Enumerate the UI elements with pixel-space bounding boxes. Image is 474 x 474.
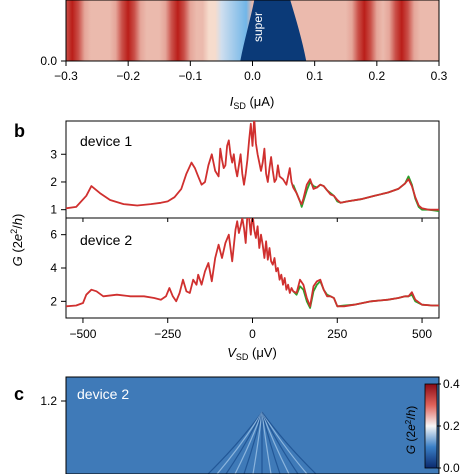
panel-c-colorbar-tick-label: 0.0 [443, 461, 460, 474]
panel-b-top-y-tick-label: 3 [50, 147, 57, 161]
panel-c-colorbar-label: G (2e2/h) [404, 406, 418, 455]
panel-b-bottom-y-tick-label: 2 [50, 294, 57, 308]
panel-c-feature-line [261, 411, 317, 474]
panel-a-x-tick-label: −0.3 [54, 69, 78, 83]
panel-a-y-tick-label: 0.0 [40, 54, 57, 68]
panel-c-colorbar-tick-label: 0.2 [443, 419, 460, 433]
panel-c-colorbar-tick-label: 0.4 [443, 377, 460, 391]
panel-c-feature-line [234, 411, 263, 474]
panel-b-bottom-device-label: device 2 [80, 232, 132, 248]
panel-c-feature-line [243, 411, 263, 474]
panel-c-feature-line [216, 411, 263, 474]
panel-a-x-ticks: −0.3 −0.2 −0.1 0.0 0.1 0.2 0.3 [54, 61, 448, 83]
panel-b-top-y-tick-label: 1 [50, 203, 57, 217]
panel-b-x-tick-label: −250 [154, 327, 181, 341]
panel-c-feature-line [225, 411, 263, 474]
panel-b-x-tick-label: −500 [69, 327, 96, 341]
panel-a-x-axis-label: ISD (μA) [230, 94, 275, 111]
panel-b-x-ticks: −500 −250 0 250 500 [69, 218, 432, 341]
panel-b-bottom-measured-line [66, 218, 439, 308]
panel-c-feature-line [252, 411, 263, 474]
panel-b-bottom-y-tick-label: 4 [50, 261, 57, 275]
panel-b-top-series [66, 121, 439, 212]
panel-a: super −0.3 −0.2 −0.1 0.0 0.1 0.2 0.3 0.0 ISD (… [40, 0, 448, 111]
panel-a-x-tick-label: 0.1 [306, 69, 323, 83]
panel-b: b device 1 device 2 1 2 3 2 4 6 −500 −250 0 250… [9, 120, 440, 362]
panel-b-bottom-series [66, 218, 439, 309]
panel-a-x-tick-label: 0.2 [368, 69, 385, 83]
panel-c-y-tick-label: 1.2 [40, 394, 57, 408]
panel-b-top-y-tick-label: 2 [50, 175, 57, 189]
panel-a-x-tick-label: −0.1 [178, 69, 202, 83]
panel-b-top-fit-line [292, 175, 439, 212]
panel-a-x-tick-label: −0.2 [116, 69, 140, 83]
panel-c-label: c [14, 384, 24, 404]
panel-a-y-ticks: 0.0 [40, 54, 66, 68]
panel-c: c device 2 1.2 0.0 0.2 0.4 G (2e2/h) [14, 376, 460, 474]
panel-b-bottom-y-ticks: 2 4 6 [50, 228, 66, 308]
panel-c-device-label: device 2 [77, 386, 129, 402]
panel-b-top-y-ticks: 1 2 3 [50, 147, 66, 217]
panel-b-label: b [14, 121, 25, 141]
panel-a-x-tick-label: 0.0 [244, 69, 261, 83]
panel-c-feature-line [261, 411, 290, 474]
panel-a-overlay-label: super [251, 12, 265, 42]
panel-c-feature-line [261, 411, 281, 474]
panel-a-x-tick-label: 0.3 [431, 69, 448, 83]
panel-b-top-device-label: device 1 [80, 133, 132, 149]
panel-b-x-tick-label: 250 [327, 327, 347, 341]
panel-b-x-tick-label: 0 [249, 327, 256, 341]
panel-c-feature-line [207, 411, 263, 474]
panel-b-top-measured-line [66, 121, 439, 211]
panel-b-x-tick-label: 500 [412, 327, 432, 341]
panel-a-superconducting-region [240, 0, 307, 61]
panel-b-bottom-y-tick-label: 6 [50, 228, 57, 242]
panel-b-y-axis-label: G (2e2/h) [9, 214, 25, 267]
panel-c-colorbar [424, 383, 438, 469]
panel-c-y-ticks: 1.2 [40, 394, 66, 408]
panel-c-central-features [207, 411, 317, 474]
panel-b-x-axis-label: VSD (μV) [227, 345, 277, 362]
panel-c-colorbar-ticks: 0.0 0.2 0.4 [437, 377, 460, 474]
